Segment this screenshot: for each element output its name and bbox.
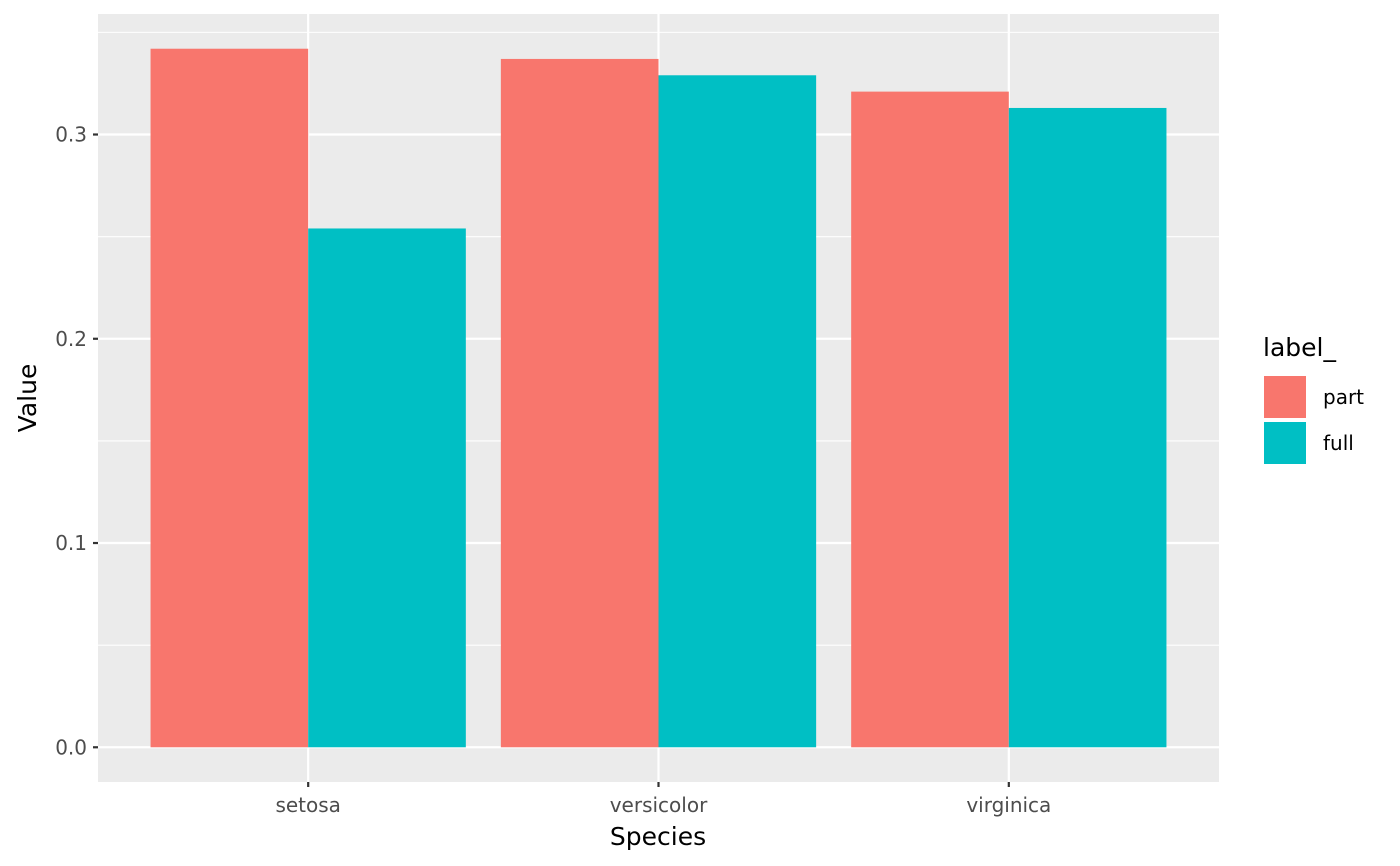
y-tick-label: 0.3 (55, 123, 87, 147)
legend-key-full (1262, 420, 1308, 466)
legend-title: label_ (1263, 333, 1336, 362)
bar-full-virginica (1008, 107, 1167, 748)
y-axis-title: Value (13, 364, 42, 433)
legend-label-part: part (1323, 385, 1364, 409)
bar-part-virginica (851, 91, 1009, 748)
y-tick-label: 0.2 (55, 327, 87, 351)
y-axis: 0.0 0.1 0.2 0.3 (55, 123, 98, 759)
bar-full-setosa (308, 228, 466, 748)
legend-label-full: full (1323, 431, 1354, 455)
x-axis-title: Species (610, 822, 706, 851)
bar-full-versicolor (658, 75, 817, 748)
y-tick-label: 0.0 (55, 735, 87, 759)
y-tick-label: 0.1 (55, 531, 87, 555)
legend: label_ part full (1262, 333, 1364, 466)
bars (150, 48, 1167, 748)
legend-key-part (1262, 374, 1308, 420)
x-tick-label: virginica (966, 793, 1051, 817)
bar-part-setosa (150, 48, 309, 748)
x-tick-label: setosa (275, 793, 340, 817)
x-tick-label: versicolor (610, 793, 708, 817)
x-axis: setosa versicolor virginica (275, 782, 1051, 817)
bar-part-versicolor (500, 58, 659, 748)
